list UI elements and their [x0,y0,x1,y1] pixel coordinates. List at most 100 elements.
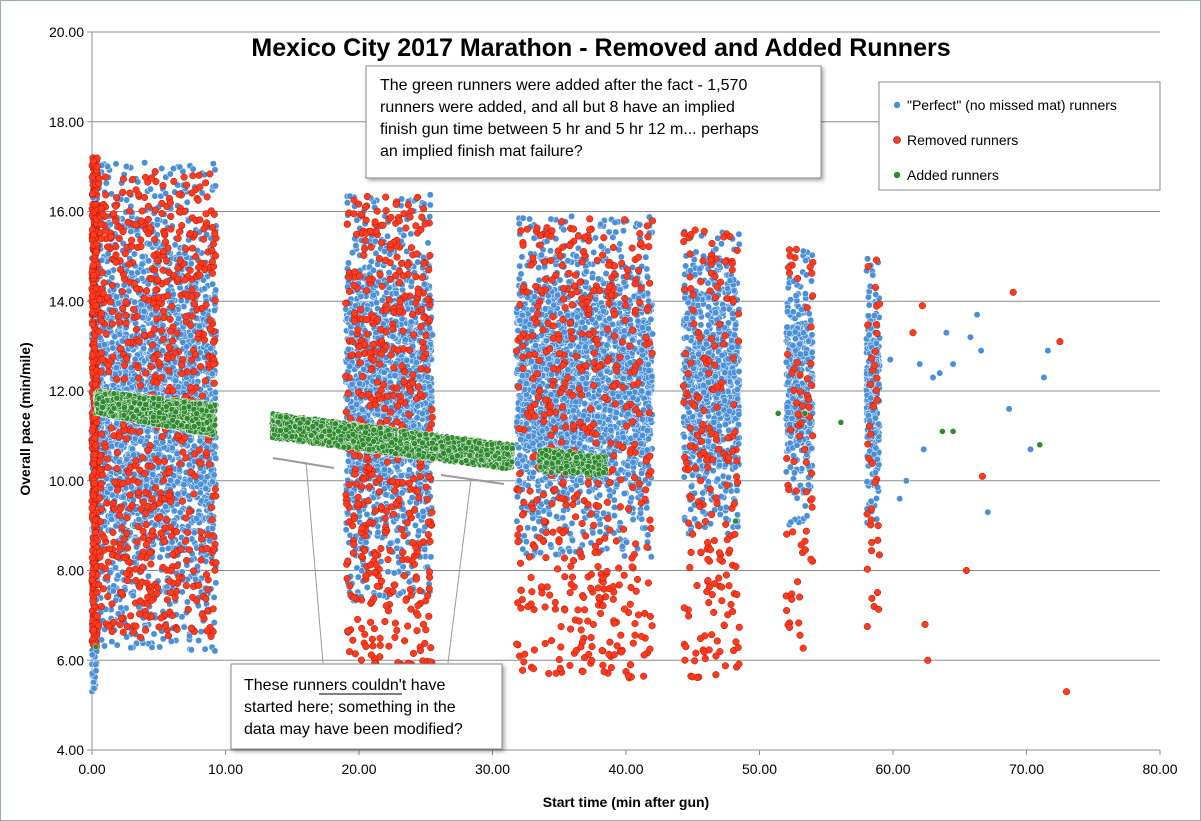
point-perfect [345,259,352,267]
point-perfect [113,420,121,428]
point-perfect [343,199,351,207]
point-perfect [180,481,188,489]
point-perfect [183,598,191,606]
point-perfect [137,437,145,445]
point-perfect [353,401,361,408]
point-perfect [128,269,136,277]
point-perfect [170,507,178,515]
point-perfect [414,258,422,266]
point-perfect [109,587,117,595]
point-perfect [104,269,112,276]
point-perfect [348,490,356,498]
y-tick-label: 14.00 [49,293,84,309]
point-perfect [209,280,217,288]
point-perfect [389,333,397,341]
point-perfect [373,299,380,307]
point-perfect [137,301,145,309]
point-perfect [119,493,127,501]
point-perfect [415,373,423,381]
point-perfect [396,590,404,598]
point-perfect [183,343,191,351]
point-perfect [211,388,219,396]
point-perfect [210,471,218,479]
point-perfect [114,299,122,307]
point-perfect [360,366,368,373]
point-perfect [349,249,356,257]
point-perfect [113,364,120,372]
point-perfect [203,473,211,481]
point-perfect [164,544,172,552]
x-tick-label: 30.00 [475,761,510,777]
point-perfect [426,191,434,199]
point-perfect [144,427,152,435]
point-perfect [108,442,116,450]
point-perfect [356,380,364,388]
point-perfect [117,442,125,450]
point-perfect [344,395,351,403]
point-perfect [151,192,159,200]
point-perfect [92,667,100,675]
y-tick-label: 20.00 [49,24,84,40]
point-perfect [208,478,216,486]
axes: 4.006.008.0010.0012.0014.0016.0018.0020.… [49,24,1178,777]
point-perfect [212,454,219,462]
point-perfect [158,545,166,553]
y-tick-label: 10.00 [49,473,84,489]
point-perfect [400,232,408,239]
y-tick-label: 4.00 [57,742,84,758]
point-perfect [358,406,366,414]
point-perfect [172,377,180,385]
point-perfect [144,572,152,580]
point-perfect [363,305,371,313]
point-perfect [138,260,146,268]
point-perfect [109,344,117,352]
point-perfect [90,684,98,692]
point-perfect [413,414,421,422]
point-perfect [363,583,371,591]
point-perfect [129,592,137,600]
point-perfect [130,250,138,258]
x-tick-label: 50.00 [742,761,777,777]
point-perfect [407,230,415,238]
point-perfect [421,545,429,553]
point-perfect [127,644,135,652]
point-perfect [166,170,174,178]
point-perfect [168,444,176,452]
point-perfect [174,490,182,498]
point-perfect [117,604,125,612]
point-perfect [424,373,432,381]
point-perfect [386,539,394,547]
point-perfect [107,515,115,523]
point-perfect [378,296,386,304]
point-perfect [149,470,157,478]
point-perfect [122,163,130,170]
point-perfect [380,466,388,474]
point-perfect [348,380,356,388]
point-perfect [342,305,350,313]
point-perfect [357,293,365,300]
point-perfect [128,445,136,453]
point-perfect [414,402,422,410]
point-perfect [369,266,377,274]
y-tick-label: 8.00 [57,563,84,579]
point-perfect [346,362,354,370]
point-perfect [112,160,120,168]
y-tick-label: 18.00 [49,114,84,130]
point-perfect [158,165,166,172]
point-perfect [175,315,182,323]
point-perfect [156,553,164,561]
point-perfect [112,522,120,530]
point-perfect [385,269,393,277]
point-perfect [394,537,401,545]
data-points [88,154,1071,696]
point-perfect [101,341,108,349]
point-perfect [148,643,156,651]
point-perfect [392,289,400,297]
point-perfect [171,241,179,249]
point-perfect [342,526,350,534]
point-perfect [197,628,205,636]
x-tick-label: 60.00 [875,761,910,777]
point-perfect [196,322,204,330]
point-perfect [419,507,427,515]
point-perfect [209,160,217,168]
